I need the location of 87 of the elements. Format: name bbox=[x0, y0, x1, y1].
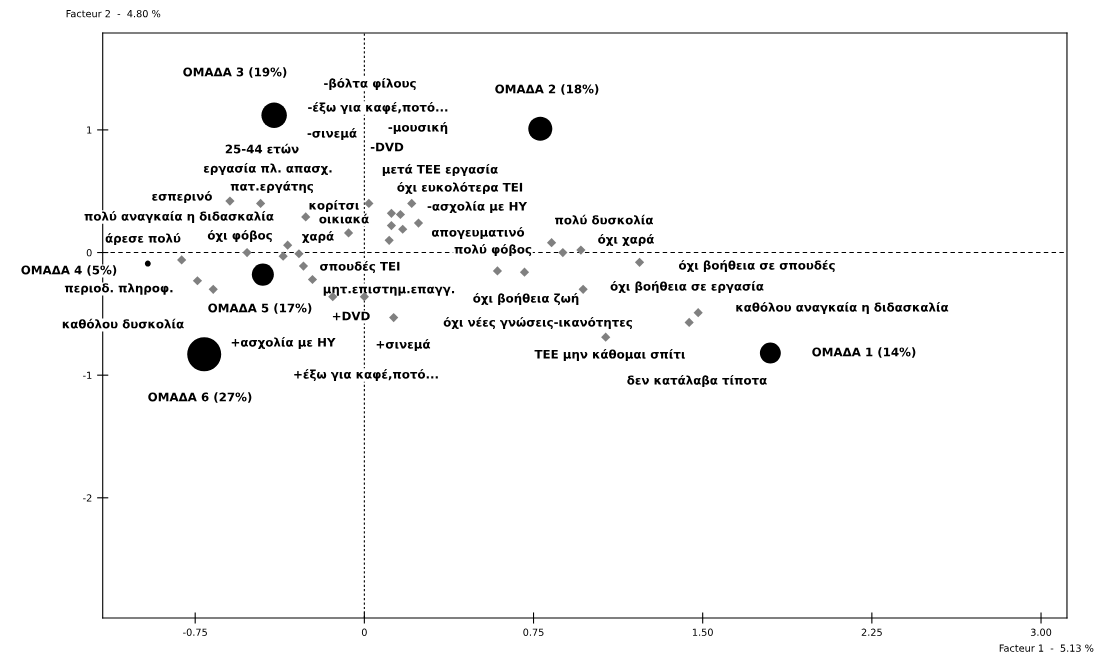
point bbox=[389, 312, 399, 323]
annotation: -μουσική bbox=[388, 122, 448, 134]
x-tick-label: 0.75 bbox=[523, 628, 544, 636]
x-tick-label: -0.75 bbox=[183, 628, 207, 636]
point bbox=[601, 332, 611, 342]
annotation: +ασχολία με ΗΥ bbox=[231, 337, 336, 349]
point bbox=[386, 208, 397, 218]
point bbox=[407, 198, 417, 209]
annotation: όχι ευκολότερα ΤΕΙ bbox=[397, 182, 523, 194]
point bbox=[192, 276, 203, 286]
point bbox=[343, 228, 354, 238]
annotation: ΟΜΑΔΑ 2 (18%) bbox=[495, 84, 599, 95]
point bbox=[278, 251, 288, 261]
annotation: -σινεμά bbox=[307, 128, 357, 140]
y-tick-label: -2 bbox=[83, 494, 92, 502]
point bbox=[558, 247, 568, 258]
point bbox=[578, 284, 588, 294]
annotation: 25-44 ετών bbox=[225, 143, 299, 154]
annotation: πατ.εργάτης bbox=[230, 181, 313, 193]
annotation: ΟΜΑΔΑ 3 (19%) bbox=[183, 67, 287, 78]
point bbox=[519, 267, 530, 277]
annotation: κορίτσι bbox=[309, 200, 359, 212]
annotation: περιοδ. πληροφ. bbox=[64, 283, 173, 295]
annotation: ΟΜΑΔΑ 6 (27%) bbox=[148, 392, 252, 403]
point bbox=[634, 257, 645, 267]
annotation: ΟΜΑΔΑ 4 (5%) bbox=[21, 265, 117, 276]
point bbox=[364, 198, 374, 209]
x-tick-label: 1.50 bbox=[692, 628, 713, 636]
x-tick-label: 3.00 bbox=[1030, 628, 1052, 636]
point bbox=[546, 238, 557, 248]
annotation: +έξω για καφέ,ποτό... bbox=[294, 369, 438, 381]
annotation: όχι νέες γνώσεις-ικανότητες bbox=[443, 317, 633, 329]
point bbox=[255, 198, 266, 209]
point bbox=[386, 220, 397, 231]
annotation: πολύ φόβος bbox=[454, 244, 532, 256]
annotation: άρεσε πολύ bbox=[105, 233, 181, 245]
annotation: όχι βοήθεια σε εργασία bbox=[610, 281, 764, 293]
annotation: απογευματινό bbox=[431, 227, 525, 239]
point bbox=[684, 317, 694, 328]
annotation: +DVD bbox=[332, 311, 370, 321]
point bbox=[208, 284, 218, 294]
point bbox=[384, 235, 394, 245]
point bbox=[413, 218, 424, 228]
point bbox=[307, 274, 318, 285]
point bbox=[395, 209, 406, 220]
annotation: ΟΜΑΔΑ 5 (17%) bbox=[208, 303, 312, 314]
annotation: +σινεμά bbox=[376, 339, 431, 351]
point bbox=[693, 308, 703, 318]
y-tick-label: -1 bbox=[83, 371, 92, 379]
y-axis-title: Facteur 2 - 4.80 % bbox=[66, 10, 161, 18]
annotation: χαρά bbox=[302, 231, 334, 243]
annotation: -ασχολία με ΗΥ bbox=[427, 201, 528, 213]
annotation: όχι βοήθεια σε σπουδές bbox=[678, 260, 835, 272]
annotation: δεν κατάλαβα τίποτα bbox=[627, 375, 767, 387]
point bbox=[283, 240, 293, 250]
annotation: εσπερινό bbox=[152, 191, 212, 203]
annotation: όχι χαρά bbox=[598, 234, 654, 246]
point bbox=[576, 245, 586, 255]
annotation: καθόλου δυσκολία bbox=[62, 318, 184, 329]
point bbox=[301, 212, 311, 222]
point bbox=[225, 196, 235, 206]
annotation: -DVD bbox=[370, 142, 404, 152]
annotation: καθόλου αναγκαία η διδασκαλία bbox=[736, 302, 949, 314]
point bbox=[398, 224, 408, 234]
annotation: πολύ αναγκαία η διδασκαλία bbox=[84, 211, 274, 223]
annotation: -έξω για καφέ,ποτό... bbox=[308, 102, 448, 114]
point bbox=[298, 261, 309, 271]
annotation: ΟΜΑΔΑ 1 (14%) bbox=[812, 347, 916, 358]
annotation: -βόλτα φίλους bbox=[324, 78, 416, 90]
y-tick-label: 1 bbox=[87, 126, 92, 134]
annotation: ΤΕΕ μην κάθομαι σπίτι bbox=[534, 349, 686, 361]
point bbox=[177, 255, 187, 265]
x-axis-title: Facteur 1 - 5.13 % bbox=[999, 644, 1094, 652]
point bbox=[242, 247, 252, 258]
x-tick-label: 0 bbox=[361, 628, 367, 636]
annotation: μητ.επιστημ.επαγγ. bbox=[323, 286, 455, 296]
annotation: οικιακά bbox=[319, 213, 369, 224]
annotation: πολύ δυσκολία bbox=[555, 214, 653, 225]
x-tick-label: 2.25 bbox=[861, 628, 882, 636]
y-tick-label: 0 bbox=[86, 249, 92, 257]
annotation: εργασία πλ. απασχ. bbox=[203, 163, 332, 175]
annotation: όχι βοήθεια ζωή bbox=[473, 293, 579, 305]
annotation: μετά ΤΕΕ εργασία bbox=[382, 164, 498, 176]
point bbox=[294, 249, 304, 259]
point bbox=[492, 266, 503, 276]
annotation: όχι φόβος bbox=[207, 230, 272, 242]
annotation: σπουδές ΤΕΙ bbox=[320, 261, 400, 273]
